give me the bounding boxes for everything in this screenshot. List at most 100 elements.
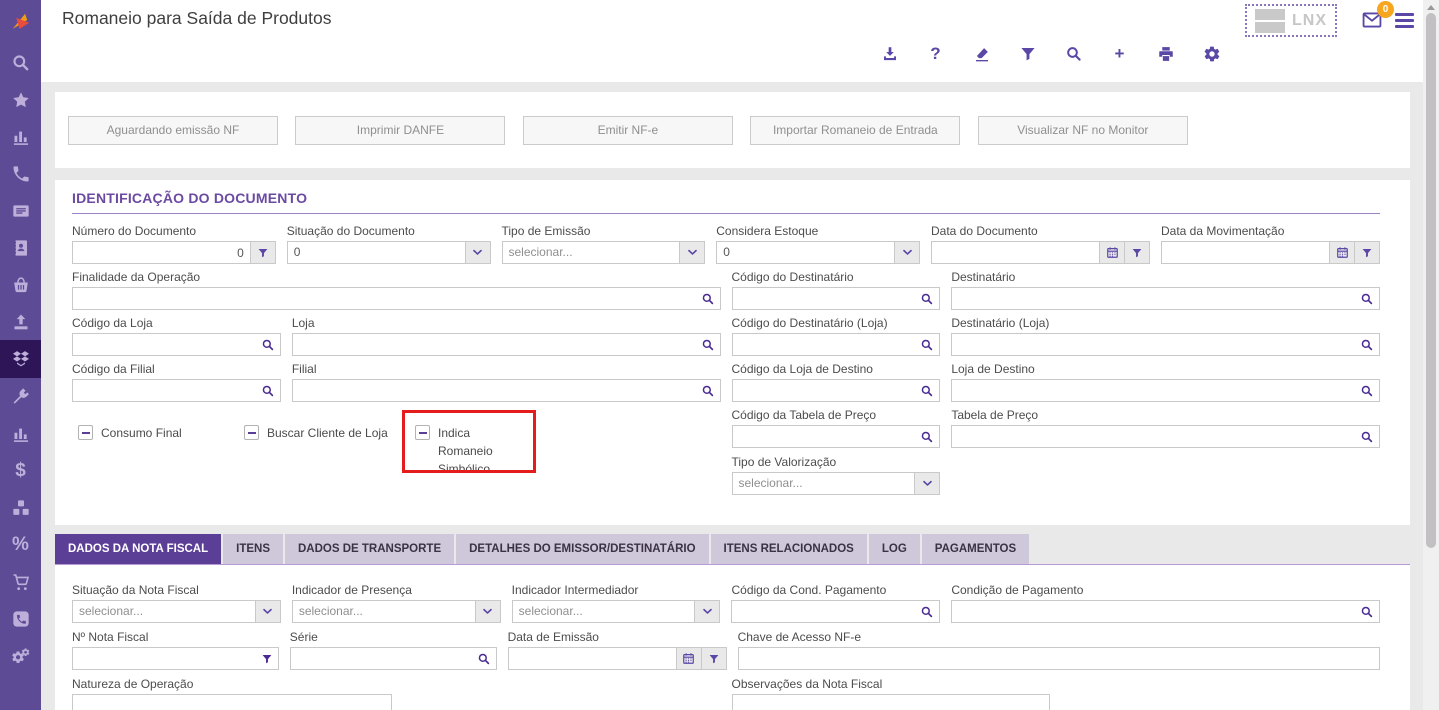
- search-icon[interactable]: [1360, 605, 1374, 619]
- sidebar-item-products[interactable]: [0, 489, 41, 526]
- codigo-loja-input[interactable]: [73, 334, 280, 355]
- data-emissao-input[interactable]: [508, 648, 676, 669]
- codigo-loja-destino-input[interactable]: [732, 380, 940, 401]
- n-nota-fiscal-input[interactable]: [73, 648, 278, 669]
- aguardando-emissao-nf-button[interactable]: Aguardando emissão NF: [68, 116, 278, 145]
- serie-input[interactable]: [290, 648, 496, 669]
- data-documento-input[interactable]: [932, 242, 1099, 263]
- sidebar-item-contacts[interactable]: [0, 229, 41, 266]
- search-button[interactable]: [1064, 44, 1083, 63]
- search-icon[interactable]: [920, 430, 934, 444]
- codigo-tabela-preco-input[interactable]: [732, 426, 940, 447]
- search-icon[interactable]: [1360, 384, 1374, 398]
- search-icon[interactable]: [920, 384, 934, 398]
- destinatario-input[interactable]: [952, 288, 1379, 309]
- sidebar-item-plugin[interactable]: [0, 378, 41, 415]
- sidebar-item-basket[interactable]: [0, 266, 41, 303]
- sidebar-item-orders-card[interactable]: [0, 192, 41, 229]
- filter-icon[interactable]: [249, 242, 275, 263]
- numero-documento-input[interactable]: [73, 242, 250, 263]
- destinatario-loja-input[interactable]: [952, 334, 1379, 355]
- filter-icon[interactable]: [700, 648, 726, 669]
- checkbox-consumo-final[interactable]: Consumo Final: [78, 425, 182, 442]
- clear-button[interactable]: [972, 44, 991, 63]
- sidebar-item-discounts[interactable]: %: [0, 526, 41, 563]
- vertical-scrollbar[interactable]: [1423, 0, 1439, 710]
- tab-log[interactable]: LOG: [868, 534, 920, 564]
- emitir-nfe-button[interactable]: Emitir NF-e: [522, 116, 733, 145]
- add-button[interactable]: +: [1110, 44, 1129, 63]
- search-icon[interactable]: [1360, 292, 1374, 306]
- chave-acesso-nfe-input[interactable]: [738, 648, 1379, 669]
- tab-itens-relacionados[interactable]: ITENS RELACIONADOS: [710, 534, 867, 564]
- codigo-destinatario-loja-input[interactable]: [732, 334, 940, 355]
- download-button[interactable]: [880, 44, 899, 63]
- indicador-presenca-select[interactable]: selecionar...: [291, 600, 501, 623]
- menu-button[interactable]: [1395, 13, 1414, 30]
- condicao-pagamento-input[interactable]: [952, 601, 1379, 622]
- loja-destino-input[interactable]: [952, 380, 1379, 401]
- considera-estoque-select[interactable]: 0: [716, 241, 920, 264]
- calendar-icon[interactable]: [1329, 242, 1354, 263]
- codigo-cond-pagamento-input[interactable]: [732, 601, 940, 622]
- search-icon[interactable]: [701, 292, 715, 306]
- loja-input[interactable]: [292, 334, 720, 355]
- sidebar-item-search[interactable]: [0, 44, 41, 81]
- notifications-button[interactable]: 0: [1360, 1, 1394, 33]
- filter-button[interactable]: [1018, 44, 1037, 63]
- filter-icon[interactable]: [1354, 242, 1379, 263]
- calendar-icon[interactable]: [675, 648, 701, 669]
- search-icon[interactable]: [477, 652, 491, 666]
- scrollbar-up-arrow-icon[interactable]: [1427, 5, 1435, 10]
- search-icon[interactable]: [920, 292, 934, 306]
- search-icon[interactable]: [920, 338, 934, 352]
- importar-romaneio-button[interactable]: Importar Romaneio de Entrada: [750, 116, 961, 145]
- search-icon[interactable]: [701, 338, 715, 352]
- observacoes-nota-fiscal-textarea[interactable]: [731, 694, 1050, 710]
- sidebar-item-integrations[interactable]: [0, 340, 41, 378]
- data-movimentacao-input[interactable]: [1162, 242, 1329, 263]
- checkbox-indica-romaneio-simbolico[interactable]: Indica Romaneio Simbólico: [415, 425, 527, 478]
- print-button[interactable]: [1156, 44, 1175, 63]
- scrollbar-thumb[interactable]: [1426, 13, 1436, 548]
- tipo-valorizacao-select[interactable]: selecionar...: [731, 472, 941, 495]
- settings-button[interactable]: [1202, 44, 1221, 63]
- sidebar-item-support-phone[interactable]: [0, 600, 41, 637]
- sidebar-item-settings[interactable]: [0, 637, 41, 674]
- tab-itens[interactable]: ITENS: [223, 534, 283, 564]
- checkbox-buscar-cliente-loja[interactable]: Buscar Cliente de Loja: [244, 425, 388, 442]
- calendar-icon[interactable]: [1099, 242, 1124, 263]
- search-icon[interactable]: [261, 338, 275, 352]
- sidebar-item-phone[interactable]: [0, 155, 41, 192]
- search-icon[interactable]: [1360, 338, 1374, 352]
- filter-icon[interactable]: [261, 653, 273, 665]
- sidebar-item-bar-chart-2[interactable]: [0, 415, 41, 452]
- sidebar-item-finance[interactable]: $: [0, 452, 41, 489]
- sidebar-item-bar-chart[interactable]: [0, 118, 41, 155]
- codigo-destinatario-input[interactable]: [732, 288, 940, 309]
- imprimir-danfe-button[interactable]: Imprimir DANFE: [295, 116, 506, 145]
- linx-logo[interactable]: [0, 0, 41, 44]
- tab-dados-da-nota-fiscal[interactable]: DADOS DA NOTA FISCAL: [55, 534, 222, 564]
- tab-detalhes-emissor-destinatario[interactable]: DETALHES DO EMISSOR/DESTINATÁRIO: [456, 534, 709, 564]
- finalidade-operacao-input[interactable]: [73, 288, 720, 309]
- filial-input[interactable]: [292, 380, 720, 401]
- codigo-filial-input[interactable]: [73, 380, 280, 401]
- search-icon[interactable]: [920, 605, 934, 619]
- visualizar-nf-button[interactable]: Visualizar NF no Monitor: [977, 116, 1188, 145]
- filter-icon[interactable]: [1124, 242, 1149, 263]
- help-button[interactable]: ?: [926, 44, 945, 63]
- tipo-emissao-select[interactable]: selecionar...: [501, 241, 706, 264]
- natureza-operacao-textarea[interactable]: [72, 694, 392, 710]
- tab-pagamentos[interactable]: PAGAMENTOS: [921, 534, 1030, 564]
- sidebar-item-upload[interactable]: [0, 303, 41, 340]
- situacao-nota-fiscal-select[interactable]: selecionar...: [72, 600, 281, 623]
- tabela-preco-input[interactable]: [952, 426, 1379, 447]
- search-icon[interactable]: [1360, 430, 1374, 444]
- tab-dados-de-transporte[interactable]: DADOS DE TRANSPORTE: [285, 534, 455, 564]
- indicador-intermediador-select[interactable]: selecionar...: [511, 600, 721, 623]
- situacao-documento-select[interactable]: 0: [286, 241, 491, 264]
- search-icon[interactable]: [701, 384, 715, 398]
- search-icon[interactable]: [261, 384, 275, 398]
- logo-placeholder[interactable]: LNX: [1245, 4, 1337, 37]
